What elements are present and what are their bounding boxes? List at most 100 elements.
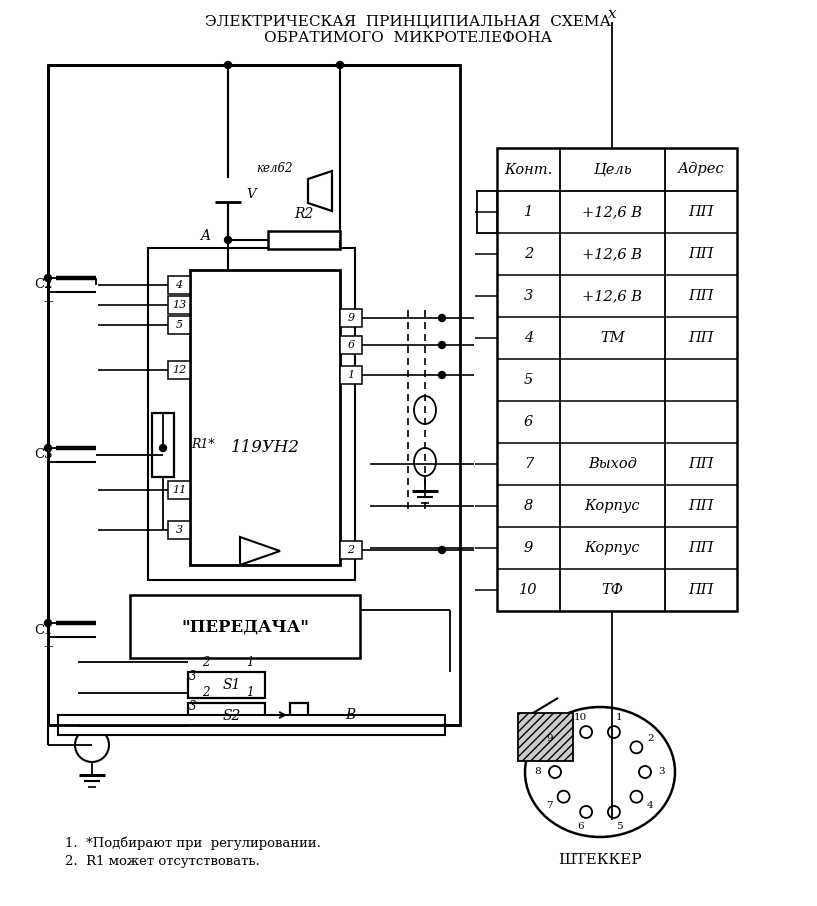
Text: C2: C2 bbox=[35, 278, 53, 292]
Text: ШТЕККЕР: ШТЕККЕР bbox=[558, 853, 642, 867]
Bar bbox=[518, 713, 573, 761]
Text: 6: 6 bbox=[347, 340, 355, 350]
Text: 3: 3 bbox=[176, 525, 182, 535]
Circle shape bbox=[439, 342, 445, 349]
Circle shape bbox=[439, 371, 445, 379]
Text: 2: 2 bbox=[203, 687, 210, 699]
Text: 9: 9 bbox=[524, 541, 534, 555]
Text: +: + bbox=[42, 295, 54, 309]
Text: 119УН2: 119УН2 bbox=[230, 439, 300, 456]
Text: ПП: ПП bbox=[688, 205, 714, 219]
Bar bbox=[188, 703, 265, 730]
Bar bbox=[188, 672, 265, 698]
Circle shape bbox=[439, 314, 445, 322]
Text: 7: 7 bbox=[524, 457, 534, 471]
Bar bbox=[58, 715, 445, 735]
Text: 8: 8 bbox=[534, 767, 542, 776]
Bar bbox=[290, 703, 308, 727]
Text: 2.  R1 может отсутствовать.: 2. R1 может отсутствовать. bbox=[65, 854, 260, 868]
Bar bbox=[168, 361, 190, 379]
Text: 13: 13 bbox=[172, 300, 186, 310]
Text: R2: R2 bbox=[294, 207, 314, 221]
Text: 5: 5 bbox=[176, 320, 182, 330]
Circle shape bbox=[337, 62, 343, 69]
Text: Адрес: Адрес bbox=[677, 162, 725, 177]
Circle shape bbox=[159, 445, 167, 451]
Text: 11: 11 bbox=[172, 485, 186, 495]
Text: 4: 4 bbox=[647, 801, 654, 810]
Text: 3: 3 bbox=[524, 289, 534, 303]
Bar bbox=[340, 336, 362, 354]
Circle shape bbox=[439, 546, 445, 554]
Text: 12: 12 bbox=[172, 365, 186, 375]
Text: 1.  *Подбирают при  регулировании.: 1. *Подбирают при регулировании. bbox=[65, 836, 321, 850]
Text: ПП: ПП bbox=[688, 289, 714, 303]
Bar bbox=[497, 148, 737, 611]
Text: 2: 2 bbox=[347, 545, 355, 555]
Text: 6: 6 bbox=[578, 822, 584, 831]
Text: ОБРАТИМОГО  МИКРОТЕЛЕФОНА: ОБРАТИМОГО МИКРОТЕЛЕФОНА bbox=[264, 31, 552, 45]
Text: 1: 1 bbox=[347, 370, 355, 380]
Text: R1*: R1* bbox=[191, 439, 215, 451]
Text: ПП: ПП bbox=[688, 457, 714, 471]
Text: Конт.: Конт. bbox=[504, 162, 552, 177]
Text: кел62: кел62 bbox=[256, 161, 292, 175]
Bar bbox=[168, 296, 190, 314]
Text: C3: C3 bbox=[34, 448, 53, 461]
Text: 3: 3 bbox=[190, 700, 197, 714]
Text: +12,6 В: +12,6 В bbox=[583, 289, 642, 303]
Text: V: V bbox=[246, 188, 256, 200]
Bar bbox=[168, 521, 190, 539]
Text: +12,6 В: +12,6 В bbox=[583, 205, 642, 219]
Text: 10: 10 bbox=[520, 583, 538, 597]
Text: 1: 1 bbox=[616, 713, 623, 722]
Text: ТМ: ТМ bbox=[600, 331, 625, 345]
Text: A: A bbox=[200, 229, 210, 243]
Text: "ПЕРЕДАЧА": "ПЕРЕДАЧА" bbox=[181, 618, 309, 635]
Bar bbox=[168, 316, 190, 334]
Text: 3: 3 bbox=[659, 767, 665, 776]
Bar bbox=[340, 309, 362, 327]
Text: ТФ: ТФ bbox=[601, 583, 623, 597]
Text: 5: 5 bbox=[616, 822, 623, 831]
Text: Корпус: Корпус bbox=[585, 499, 641, 513]
Text: ПП: ПП bbox=[688, 499, 714, 513]
Text: 8: 8 bbox=[524, 499, 534, 513]
Bar bbox=[152, 413, 174, 477]
Text: Корпус: Корпус bbox=[585, 541, 641, 555]
Bar bbox=[168, 276, 190, 294]
Text: 10: 10 bbox=[574, 713, 587, 722]
Text: x: x bbox=[608, 7, 617, 21]
Circle shape bbox=[44, 445, 51, 451]
Text: S2: S2 bbox=[222, 709, 241, 724]
Text: 1: 1 bbox=[524, 205, 534, 219]
Text: 4: 4 bbox=[524, 331, 534, 345]
Text: 6: 6 bbox=[524, 415, 534, 429]
Text: +12,6 В: +12,6 В bbox=[583, 247, 642, 261]
Text: 1: 1 bbox=[246, 687, 254, 699]
Text: 2: 2 bbox=[203, 656, 210, 669]
Text: 4: 4 bbox=[176, 280, 182, 290]
Text: ПП: ПП bbox=[688, 583, 714, 597]
Text: ПП: ПП bbox=[688, 247, 714, 261]
Circle shape bbox=[44, 620, 51, 627]
Text: 2: 2 bbox=[524, 247, 534, 261]
Text: +: + bbox=[42, 640, 54, 654]
Bar bbox=[340, 541, 362, 559]
Bar bbox=[130, 595, 360, 658]
Circle shape bbox=[225, 62, 231, 69]
Bar bbox=[268, 231, 340, 249]
Text: ПП: ПП bbox=[688, 331, 714, 345]
Text: 9: 9 bbox=[547, 734, 553, 743]
Circle shape bbox=[44, 275, 51, 282]
Bar bbox=[477, 191, 497, 233]
Bar bbox=[190, 270, 340, 565]
Bar bbox=[168, 481, 190, 499]
Text: 1: 1 bbox=[246, 656, 254, 669]
Text: 7: 7 bbox=[547, 801, 553, 810]
Text: Выход: Выход bbox=[588, 457, 637, 471]
Text: B: B bbox=[345, 708, 355, 722]
Text: 3: 3 bbox=[190, 670, 197, 682]
Text: 5: 5 bbox=[524, 373, 534, 387]
Text: 9: 9 bbox=[347, 313, 355, 323]
